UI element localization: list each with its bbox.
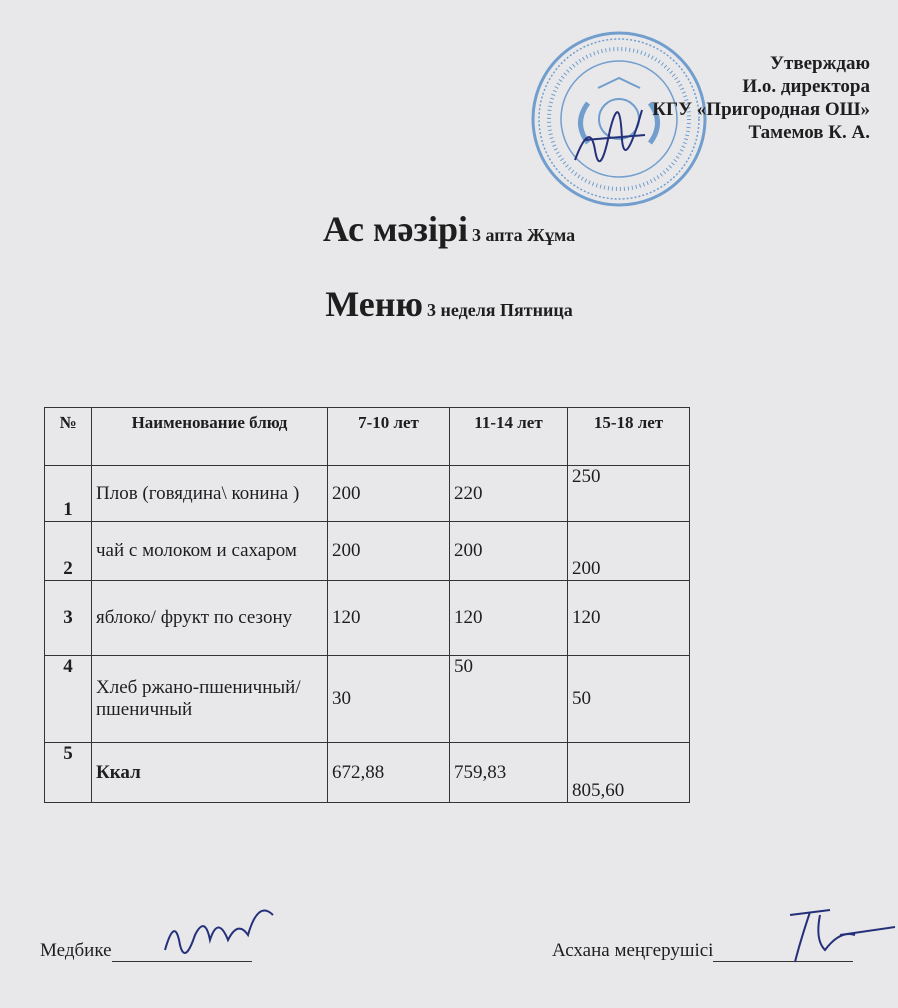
table-row: 2 чай с молоком и сахаром 200 200 200: [44, 521, 690, 581]
nurse-signature: [164, 909, 274, 954]
director-signature: [574, 109, 646, 163]
kcal-11-14: 759,83: [449, 742, 568, 803]
header-age-7-10: 7-10 лет: [327, 407, 450, 466]
row-number: 4: [44, 655, 92, 743]
value-7-10: 200: [327, 465, 450, 522]
nurse-label: Медбике: [40, 940, 112, 961]
header-age-11-14: 11-14 лет: [449, 407, 568, 466]
table-row-total: 5 Ккал 672,88 759,83 805,60: [44, 742, 690, 803]
title-ru: Меню 3 неделя Пятница: [0, 283, 898, 325]
header-number: №: [44, 407, 92, 466]
kcal-label: Ккал: [91, 742, 328, 803]
value-15-18: 200: [567, 521, 690, 581]
table-row: 4 Хлеб ржано-пшеничный/ пшеничный 30 50 …: [44, 655, 690, 743]
approval-line: Тамемов К. А.: [748, 122, 870, 143]
kcal-7-10: 672,88: [327, 742, 450, 803]
value-7-10: 200: [327, 521, 450, 581]
header-age-15-18: 15-18 лет: [567, 407, 690, 466]
value-7-10: 30: [327, 655, 450, 743]
nurse-signature-block: Медбике: [40, 940, 252, 962]
value-11-14: 50: [449, 655, 568, 743]
signature-line: [713, 941, 854, 962]
approval-line: И.о. директора: [742, 76, 870, 97]
value-11-14: 120: [449, 580, 568, 656]
dish-name: Плов (говядина\ конина ): [91, 465, 328, 522]
title-kz: Ас мәзірі 3 апта Жұма: [0, 208, 898, 250]
title-kz-sub: 3 апта Жұма: [471, 225, 576, 245]
kitchen-head-label: Асхана меңгерушісі: [552, 940, 714, 961]
row-number: 3: [44, 580, 92, 656]
approval-line: Утверждаю: [770, 53, 870, 74]
header-dish: Наименование блюд: [91, 407, 328, 466]
kitchen-head-signature: [789, 909, 896, 963]
signature-line: [111, 941, 252, 962]
table-row: 1 Плов (говядина\ конина ) 200 220 250: [44, 465, 690, 522]
dish-name: Хлеб ржано-пшеничный/ пшеничный: [91, 655, 328, 743]
row-number: 1: [44, 465, 92, 522]
approval-block: Утверждаю И.о. директора КГУ «Пригородна…: [652, 52, 870, 144]
dish-name: чай с молоком и сахаром: [91, 521, 328, 581]
title-ru-sub: 3 неделя Пятница: [426, 300, 573, 320]
kcal-15-18: 805,60: [567, 742, 690, 803]
value-15-18: 50: [567, 655, 690, 743]
value-11-14: 220: [449, 465, 568, 522]
approval-line: КГУ «Пригородная ОШ»: [652, 99, 870, 120]
table-header-row: № Наименование блюд 7-10 лет 11-14 лет 1…: [44, 407, 690, 466]
value-15-18: 250: [567, 465, 690, 522]
value-11-14: 200: [449, 521, 568, 581]
row-number: 5: [44, 742, 92, 803]
value-7-10: 120: [327, 580, 450, 656]
table-row: 3 яблоко/ фрукт по сезону 120 120 120: [44, 580, 690, 656]
menu-table: № Наименование блюд 7-10 лет 11-14 лет 1…: [44, 407, 690, 803]
row-number: 2: [44, 521, 92, 581]
title-kz-main: Ас мәзірі: [322, 209, 468, 249]
kitchen-head-signature-block: Асхана меңгерушісі: [552, 940, 854, 962]
title-ru-main: Меню: [325, 284, 423, 324]
value-15-18: 120: [567, 580, 690, 656]
dish-name: яблоко/ фрукт по сезону: [91, 580, 328, 656]
